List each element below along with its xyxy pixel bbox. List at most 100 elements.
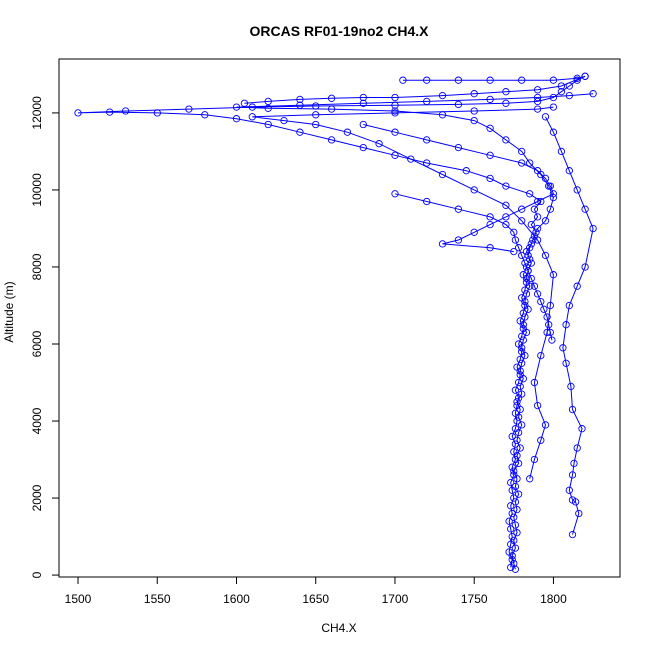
data-point — [508, 432, 516, 441]
data-point — [454, 100, 463, 109]
series-line — [394, 193, 553, 341]
x-axis-title: CH4.X — [321, 621, 356, 635]
data-point — [565, 167, 573, 175]
data-point — [573, 282, 581, 290]
y-axis-title: Altitude (m) — [2, 281, 16, 342]
data-point — [533, 401, 542, 410]
data-point — [106, 108, 114, 116]
data-point — [508, 532, 516, 541]
data-point — [549, 271, 558, 279]
data-point — [232, 103, 241, 111]
data-point — [470, 90, 478, 98]
data-point — [264, 120, 272, 129]
x-tick-label: 1500 — [65, 592, 92, 606]
data-point — [391, 151, 399, 159]
data-point — [562, 359, 570, 367]
x-tick-label: 1650 — [302, 592, 329, 606]
data-point — [518, 76, 526, 84]
data-point — [511, 236, 520, 244]
data-point — [526, 190, 534, 198]
data-point — [407, 155, 415, 163]
data-point — [573, 444, 581, 452]
data-point — [502, 99, 510, 107]
data-point — [438, 170, 447, 179]
data-point — [486, 124, 494, 132]
x-tick-label: 1750 — [461, 592, 488, 606]
y-tick-label: 2000 — [30, 484, 44, 511]
data-point — [549, 190, 558, 198]
data-point — [565, 486, 573, 494]
data-point — [470, 107, 478, 115]
data-point — [562, 321, 570, 329]
data-point — [423, 136, 431, 144]
data-point — [508, 486, 516, 494]
data-point — [573, 186, 581, 194]
data-point — [540, 305, 548, 313]
series-1 — [74, 72, 589, 573]
data-point — [502, 182, 510, 190]
data-point — [575, 509, 583, 518]
data-point — [296, 95, 304, 104]
data-point — [438, 240, 447, 248]
data-point — [511, 455, 520, 464]
data-point — [533, 290, 542, 298]
data-point — [541, 251, 550, 260]
series-5 — [240, 72, 589, 107]
data-point — [359, 120, 367, 129]
data-point — [513, 401, 521, 410]
data-point — [510, 247, 518, 256]
data-point — [391, 107, 399, 115]
data-point — [541, 113, 550, 121]
y-tick-label: 10000 — [30, 173, 44, 207]
data-point — [568, 530, 577, 539]
data-point — [511, 544, 520, 552]
data-point — [567, 382, 575, 391]
data-point — [508, 509, 516, 518]
data-point — [327, 94, 336, 102]
data-point — [581, 205, 589, 213]
data-point — [530, 205, 539, 213]
data-point — [559, 344, 567, 352]
data-point — [529, 236, 537, 244]
data-point — [518, 217, 526, 225]
data-point — [549, 93, 558, 102]
x-tick-label: 1600 — [223, 592, 250, 606]
data-point — [519, 324, 527, 333]
series-2 — [232, 90, 597, 572]
data-point — [486, 174, 494, 183]
data-point — [510, 448, 518, 456]
data-point — [573, 74, 581, 82]
data-point — [518, 205, 526, 213]
series-line — [363, 124, 555, 253]
data-point — [502, 88, 510, 96]
y-tick-label: 6000 — [30, 330, 44, 357]
data-point — [541, 421, 550, 429]
data-point — [454, 76, 463, 84]
data-point — [521, 301, 529, 310]
data-point — [533, 86, 542, 94]
data-point — [514, 244, 523, 252]
data-point — [502, 220, 510, 229]
data-point — [507, 478, 515, 487]
data-point — [521, 286, 529, 294]
data-point — [570, 459, 578, 468]
data-point — [153, 109, 161, 117]
y-tick-label: 8000 — [30, 253, 44, 280]
data-point — [549, 76, 558, 84]
data-point — [462, 167, 470, 175]
data-point — [296, 128, 304, 136]
data-point — [502, 136, 510, 144]
series-3 — [541, 113, 597, 539]
data-point — [423, 76, 431, 84]
data-point — [549, 103, 558, 111]
data-point — [545, 321, 553, 329]
data-point — [526, 255, 534, 263]
plot-frame — [58, 58, 621, 578]
data-point — [518, 332, 526, 340]
series-layer — [74, 72, 597, 573]
data-point — [581, 263, 589, 271]
data-point — [507, 525, 515, 533]
data-point — [518, 294, 526, 302]
data-point — [248, 113, 256, 121]
